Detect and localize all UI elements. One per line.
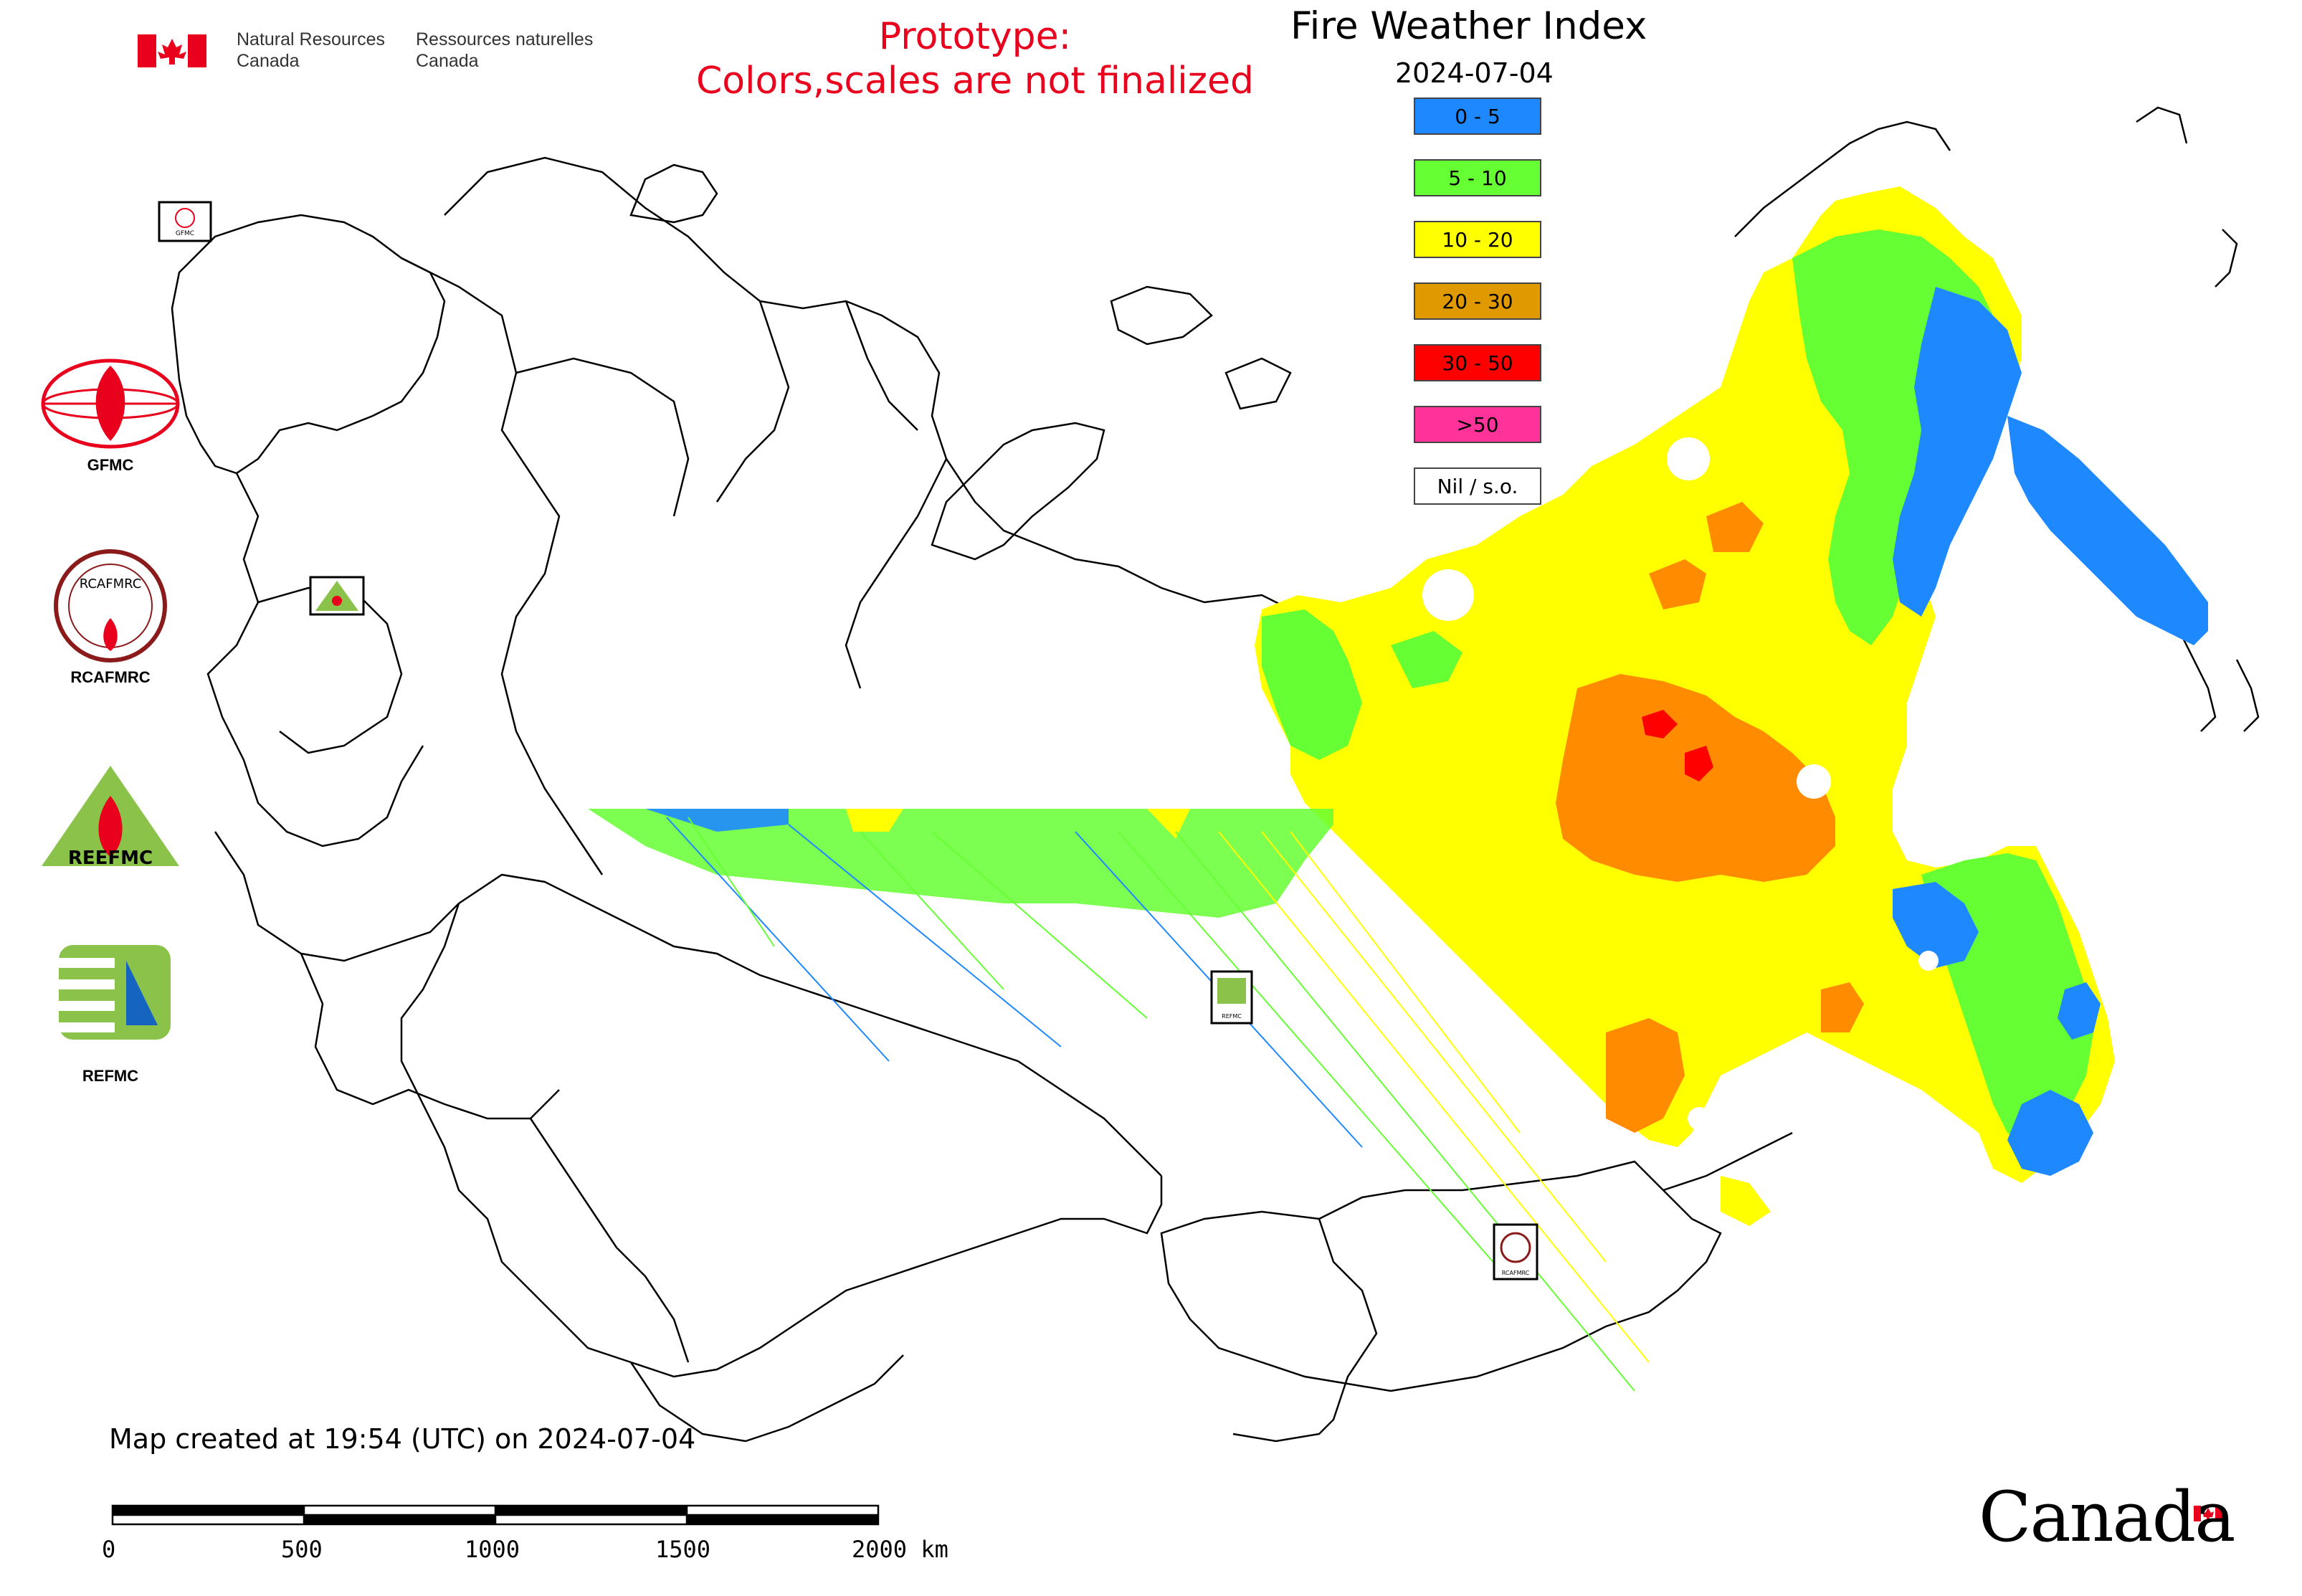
svg-text:RCAFMRC: RCAFMRC xyxy=(80,576,142,592)
agency-label-gfmc: GFMC xyxy=(87,456,134,474)
agency-label-refmc: REFMC xyxy=(82,1067,139,1085)
nrcan-org-en: Natural Resources Canada xyxy=(237,29,385,72)
scale-bar-fill xyxy=(113,1506,878,1524)
fwi-raster xyxy=(588,186,2208,1392)
scale-label-2000km: 2000 km xyxy=(852,1536,948,1563)
rcafmrc-logo-icon: RCAFMRC xyxy=(54,549,167,662)
svg-text:RCAFMRC: RCAFMRC xyxy=(1502,1270,1530,1276)
map-marker-gfmc: GFMC xyxy=(158,201,212,242)
legend-item: 0 - 5 xyxy=(1414,98,1541,135)
refmc-logo-icon xyxy=(59,945,171,1040)
svg-text:REEFMC: REEFMC xyxy=(68,847,153,869)
legend-item: Nil / s.o. xyxy=(1414,467,1541,505)
scale-label-1500: 1500 xyxy=(655,1536,711,1563)
nrcan-org-fr: Ressources naturelles Canada xyxy=(416,29,593,72)
scale-label-500: 500 xyxy=(281,1536,323,1563)
legend-item-label: 20 - 30 xyxy=(1442,289,1513,313)
nrcan-org-fr-line2: Canada xyxy=(416,51,479,71)
scale-label-0: 0 xyxy=(102,1536,116,1563)
legend-item-label: 0 - 5 xyxy=(1455,104,1500,128)
prototype-notice: Prototype: Colors,scales are not finaliz… xyxy=(667,14,1283,103)
legend-item-label: >50 xyxy=(1456,412,1499,437)
svg-text:REFMC: REFMC xyxy=(1222,1013,1242,1020)
map-created-text: Map created at 19:54 (UTC) on 2024-07-04 xyxy=(109,1423,696,1455)
map-title: Fire Weather Index xyxy=(1290,4,1647,48)
legend-item-label: 10 - 20 xyxy=(1442,227,1513,252)
legend-item-label: 30 - 50 xyxy=(1442,351,1513,375)
reefmc-logo-icon: REEFMC xyxy=(42,766,179,869)
scale-label-1000: 1000 xyxy=(465,1536,520,1563)
canada-wordmark: Canada xyxy=(1979,1477,2235,1557)
legend-item: 30 - 50 xyxy=(1414,344,1541,381)
gfmc-logo-icon xyxy=(41,358,180,449)
agency-label-rcafmrc: RCAFMRC xyxy=(70,668,151,686)
legend-item: 5 - 10 xyxy=(1414,159,1541,196)
prototype-line1: Prototype: xyxy=(878,15,1072,58)
map-date: 2024-07-04 xyxy=(1395,57,1554,89)
map-marker-refmc: REFMC xyxy=(1210,970,1253,1025)
map-marker-rcafmrc: RCAFMRC xyxy=(1493,1223,1538,1281)
canada-wordmark-flag-icon xyxy=(2194,1506,2222,1521)
map-marker-reefmc xyxy=(309,576,365,616)
legend-item: >50 xyxy=(1414,406,1541,443)
legend-item: 10 - 20 xyxy=(1414,221,1541,258)
canada-flag-icon xyxy=(138,34,206,67)
svg-text:GFMC: GFMC xyxy=(176,230,194,237)
nrcan-org-en-line1: Natural Resources xyxy=(237,29,386,49)
legend-item: 20 - 30 xyxy=(1414,282,1541,320)
nrcan-org-fr-line1: Ressources naturelles xyxy=(416,29,594,49)
prototype-line2: Colors,scales are not finalized xyxy=(695,60,1255,103)
legend-item-label: 5 - 10 xyxy=(1448,166,1507,190)
legend-item-label: Nil / s.o. xyxy=(1437,474,1518,498)
nrcan-org-en-line2: Canada xyxy=(237,51,300,71)
country-boundaries xyxy=(171,106,2260,1443)
